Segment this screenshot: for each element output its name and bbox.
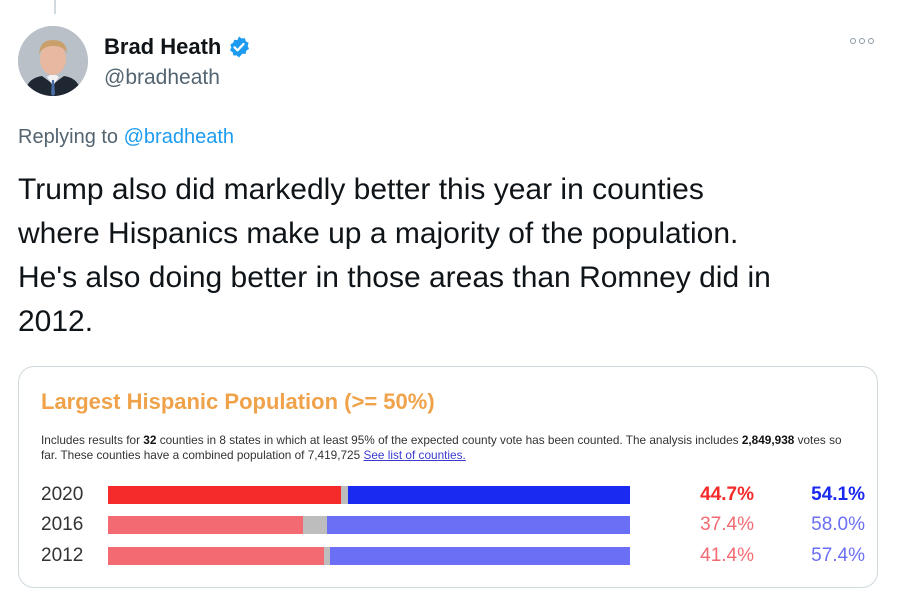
other-bar-segment bbox=[303, 516, 328, 534]
other-bar-segment bbox=[324, 547, 331, 565]
other-bar-segment bbox=[341, 486, 348, 504]
author-name-row[interactable]: Brad Heath bbox=[104, 34, 251, 60]
result-row-2016: 2016 37.4% 58.0% bbox=[41, 513, 865, 537]
more-dot bbox=[859, 38, 865, 44]
desc-text: Includes results for bbox=[41, 433, 144, 447]
dem-bar-segment bbox=[347, 486, 630, 504]
rep-bar-segment bbox=[108, 486, 342, 504]
dem-bar-segment bbox=[330, 547, 630, 565]
attached-image-card[interactable]: Largest Hispanic Population (>= 50%) Inc… bbox=[18, 366, 878, 588]
dem-percent-label: 54.1% bbox=[811, 484, 865, 505]
desc-counties: 32 bbox=[143, 433, 157, 447]
profile-photo-icon bbox=[18, 26, 88, 96]
result-row-2020: 2020 44.7% 54.1% bbox=[41, 483, 865, 507]
year-label: 2020 bbox=[41, 484, 84, 505]
rep-bar-segment bbox=[108, 547, 325, 565]
more-dot bbox=[868, 38, 874, 44]
rep-percent-label: 44.7% bbox=[700, 484, 754, 505]
replying-prefix: Replying to bbox=[18, 126, 119, 148]
dem-bar-segment bbox=[327, 516, 630, 534]
year-label: 2012 bbox=[41, 545, 84, 566]
avatar[interactable] bbox=[18, 26, 88, 96]
author-handle[interactable]: @bradheath bbox=[104, 66, 220, 89]
dem-percent-label: 57.4% bbox=[811, 545, 865, 566]
more-options-icon[interactable] bbox=[850, 38, 878, 50]
replying-to: Replying to @bradheath bbox=[18, 126, 234, 149]
vote-share-bar bbox=[108, 516, 630, 534]
desc-votes: 2,849,938 bbox=[741, 433, 795, 447]
desc-text: votes so far. These counties have a comb… bbox=[41, 433, 842, 462]
vote-share-bar bbox=[108, 486, 630, 504]
tweet-text-line: where Hispanics make up a majority of th… bbox=[18, 217, 739, 250]
tweet-text-line: He's also doing better in those areas th… bbox=[18, 261, 771, 294]
dem-percent-label: 58.0% bbox=[811, 514, 865, 535]
tweet-text: Trump also did markedly better this year… bbox=[18, 168, 878, 344]
see-counties-link[interactable]: See list of counties. bbox=[363, 448, 466, 462]
card-title: Largest Hispanic Population (>= 50%) bbox=[41, 389, 435, 414]
rep-bar-segment bbox=[108, 516, 304, 534]
card-description: Includes results for 32 counties in 8 st… bbox=[41, 433, 851, 463]
more-dot bbox=[850, 38, 856, 44]
verified-badge-icon bbox=[230, 36, 250, 58]
tweet-text-line: 2012. bbox=[18, 305, 94, 338]
author-name[interactable]: Brad Heath bbox=[104, 34, 222, 59]
replying-handle-link[interactable]: @bradheath bbox=[123, 126, 235, 148]
rep-percent-label: 37.4% bbox=[700, 514, 754, 535]
result-row-2012: 2012 41.4% 57.4% bbox=[41, 544, 865, 568]
tweet-text-line: Trump also did markedly better this year… bbox=[18, 173, 704, 206]
year-label: 2016 bbox=[41, 514, 84, 535]
thread-connector-line bbox=[54, 0, 56, 14]
desc-text: counties in 8 states in which at least 9… bbox=[156, 433, 742, 447]
rep-percent-label: 41.4% bbox=[700, 545, 754, 566]
vote-share-bar bbox=[108, 547, 630, 565]
